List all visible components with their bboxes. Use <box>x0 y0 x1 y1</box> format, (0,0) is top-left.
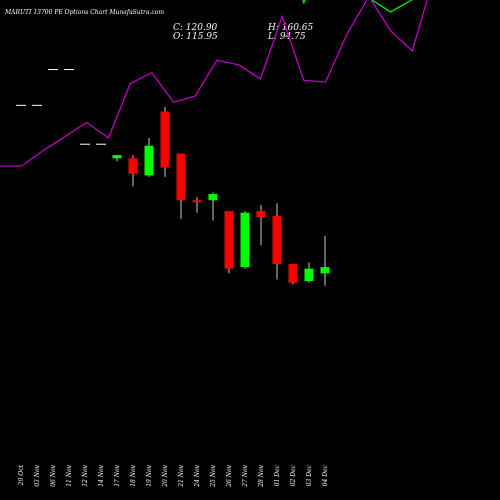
indicator-line-magenta <box>0 0 428 167</box>
x-tick-label: 01 Dec <box>274 464 281 486</box>
x-tick-label: 27 Nov <box>242 464 249 487</box>
candle-body-6 <box>112 155 122 159</box>
candle-body-11 <box>192 200 202 203</box>
candle-body-12 <box>208 194 218 201</box>
candle-body-9 <box>160 111 170 168</box>
x-tick-label: 17 Nov <box>114 464 121 486</box>
close-value: C: 120.90 <box>173 23 218 33</box>
x-tick-label: 20 Nov <box>162 464 169 487</box>
chart-title: MARUTI 13700 PE Options Chart MunafaSutr… <box>5 9 165 16</box>
x-tick-label: 11 Nov <box>66 464 73 486</box>
candle-body-16 <box>272 215 282 264</box>
candle-body-18 <box>304 268 314 282</box>
x-axis-labels: 29 Oct 03 Nov 06 Nov 11 Nov 12 Nov 14 Nov 17 N… <box>18 464 329 487</box>
x-tick-label: 04 Dec <box>322 464 329 486</box>
x-tick-label: 21 Nov <box>178 464 185 487</box>
candle-body-19 <box>320 267 330 274</box>
x-tick-label: 03 Dec <box>306 464 313 486</box>
x-tick-label: 18 Nov <box>130 464 137 486</box>
open-value: O: 115.95 <box>173 32 218 42</box>
x-tick-label: 06 Nov <box>50 464 57 486</box>
candle-body-7 <box>128 158 138 174</box>
x-tick-label: 28 Nov <box>258 464 265 487</box>
high-value: H: 160.65 <box>268 23 314 33</box>
x-tick-label: 26 Nov <box>226 464 233 487</box>
candle-body-13 <box>224 211 234 269</box>
candle-body-14 <box>240 212 250 268</box>
x-tick-label: 03 Nov <box>34 464 41 486</box>
x-tick-label: 29 Oct <box>18 464 25 486</box>
candles-group <box>16 69 330 286</box>
candle-body-8 <box>144 145 154 176</box>
indicator-line-green <box>302 0 414 13</box>
low-value: L: 94.75 <box>268 32 306 42</box>
x-tick-label: 12 Nov <box>82 464 89 486</box>
x-tick-label: 19 Nov <box>146 464 153 486</box>
candle-body-17 <box>288 264 298 283</box>
x-tick-label: 14 Nov <box>98 464 105 486</box>
candle-body-15 <box>256 211 266 218</box>
x-tick-label: 24 Nov <box>194 464 201 487</box>
x-tick-label: 25 Nov <box>210 464 217 487</box>
x-tick-label: 02 Dec <box>290 464 297 486</box>
candle-body-10 <box>176 153 186 201</box>
